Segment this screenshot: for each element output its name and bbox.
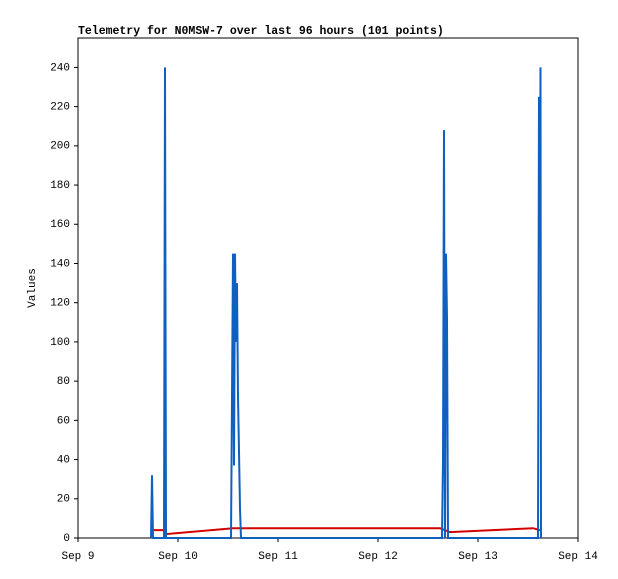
y-tick-label: 180 xyxy=(50,180,70,192)
y-tick-label: 120 xyxy=(50,298,70,310)
y-tick-label: 140 xyxy=(50,258,70,270)
y-tick-label: 20 xyxy=(57,494,70,506)
x-tick-label: Sep 14 xyxy=(558,551,598,563)
y-tick-label: 60 xyxy=(57,415,70,427)
x-tick-label: Sep 9 xyxy=(61,551,94,563)
y-tick-label: 40 xyxy=(57,454,70,466)
x-tick-label: Sep 12 xyxy=(358,551,398,563)
y-tick-label: 200 xyxy=(50,141,70,153)
y-axis-label: Values xyxy=(27,268,39,308)
data-line xyxy=(151,527,541,536)
x-tick-label: Sep 11 xyxy=(258,551,298,563)
x-tick-label: Sep 10 xyxy=(158,551,198,563)
x-tick-label: Sep 13 xyxy=(458,551,498,563)
plot-frame xyxy=(77,37,579,539)
y-tick-label: 160 xyxy=(50,219,70,231)
chart-title: Telemetry for N0MSW-7 over last 96 hours… xyxy=(78,25,444,38)
y-tick-label: 80 xyxy=(57,376,70,388)
data-line xyxy=(150,67,542,539)
y-tick-label: 0 xyxy=(63,533,70,545)
y-tick-label: 220 xyxy=(50,102,70,114)
y-tick-label: 240 xyxy=(50,62,70,74)
y-tick-label: 100 xyxy=(50,337,70,349)
